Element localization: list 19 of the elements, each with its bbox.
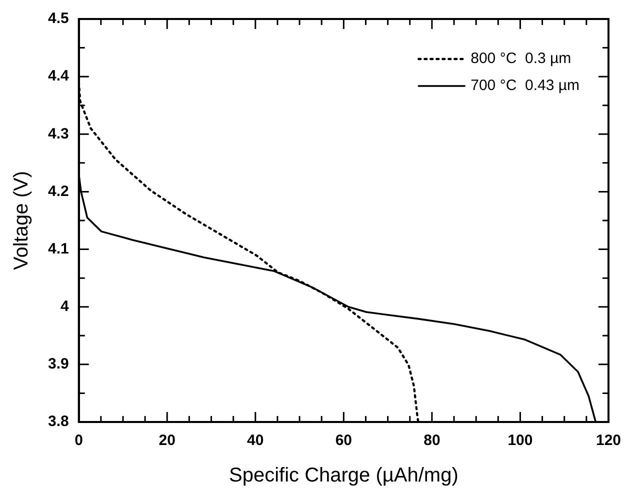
x-tick-label: 40 [247,432,264,450]
x-tick-label: 60 [335,432,352,450]
y-tick-label: 4.5 [48,10,69,28]
y-tick-label: 4.4 [48,68,70,85]
x-tick-label: 120 [596,432,621,450]
x-tick-label: 20 [158,432,176,450]
legend-label: 700 °C 0.43 µm [470,77,580,94]
x-tick-label: 0 [74,432,84,450]
x-tick-label: 80 [424,432,440,450]
legend-label: 800 °C 0.3 µm [470,50,572,68]
y-tick-label: 4.3 [48,125,69,142]
y-tick-label: 4.2 [48,182,69,200]
x-axis-title: Specific Charge (µAh/mg) [228,464,458,487]
y-tick-label: 4.1 [48,240,69,258]
y-tick-label: 3.9 [48,356,69,373]
y-tick-label: 4 [60,298,70,315]
x-tick-label: 100 [508,432,533,450]
y-tick-label: 3.8 [48,413,69,430]
y-axis-title: Voltage (V) [10,171,33,270]
